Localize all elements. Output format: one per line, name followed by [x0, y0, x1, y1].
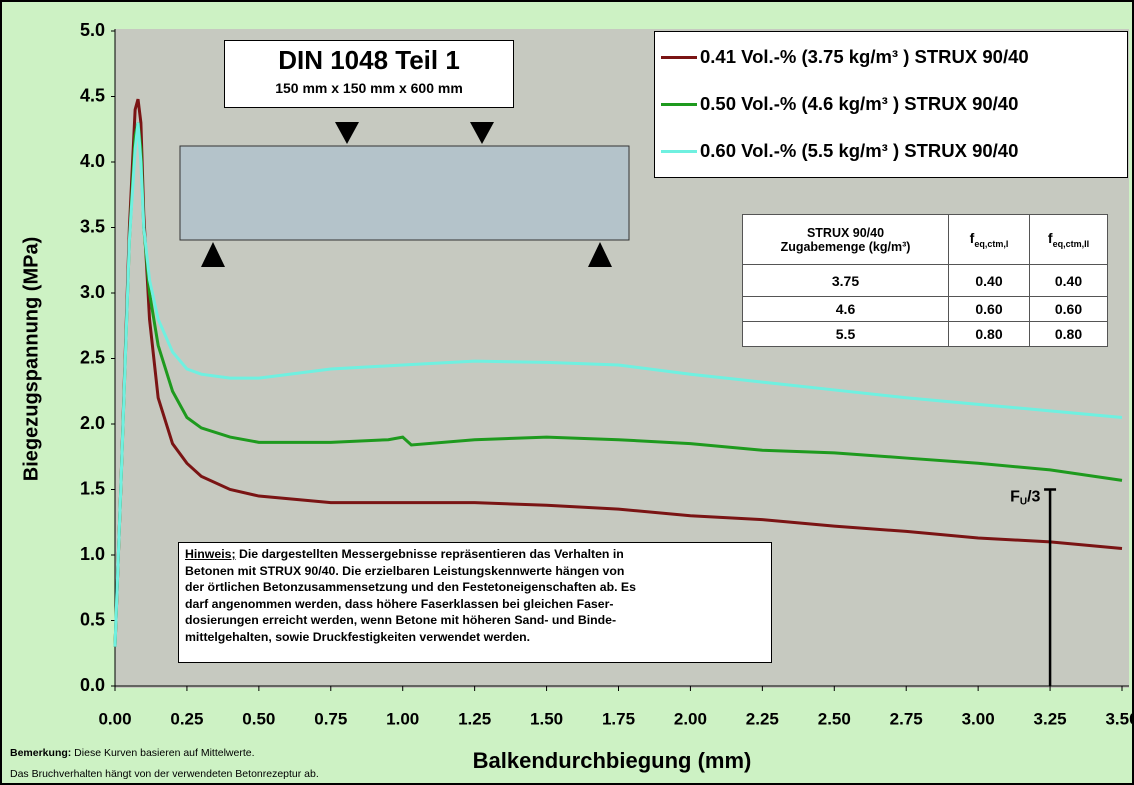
legend-label: 0.41 Vol.-% (3.75 kg/m³ ) STRUX 90/40 — [700, 46, 1029, 68]
x-tick-label: 2.75 — [890, 709, 923, 728]
header-sub: eq,ctm,I — [974, 239, 1008, 249]
x-tick-label: 2.25 — [746, 709, 779, 728]
x-tick-label: 0.25 — [170, 709, 203, 728]
y-tick-label: 0.0 — [80, 675, 105, 695]
x-axis-label: Balkendurchbiegung (mm) — [473, 748, 752, 773]
legend-entry: 0.60 Vol.-% (5.5 kg/m³ ) STRUX 90/40 — [661, 140, 1018, 162]
test-subtitle: 150 mm x 150 mm x 600 mm — [225, 80, 513, 96]
y-tick-label: 2.5 — [80, 347, 105, 367]
x-tick-label: 1.00 — [386, 709, 419, 728]
marker-sub: U — [1020, 496, 1027, 507]
y-tick-label: 4.0 — [80, 151, 105, 171]
y-tick-label: 0.5 — [80, 609, 105, 629]
note-text: Betonen mit STRUX 90/40. Die erzielbaren… — [185, 564, 624, 578]
note-text: Die dargestellten Messergebnisse repräse… — [236, 547, 624, 561]
header-text: STRUX 90/40 — [743, 226, 948, 240]
x-tick-label: 0.50 — [242, 709, 275, 728]
footer: Bemerkung: Diese Kurven basieren auf Mit… — [10, 747, 255, 759]
footer-text: Das Bruchverhalten hängt von der verwend… — [10, 768, 319, 780]
y-axis-label: Biegezugspannung (MPa) — [20, 237, 42, 481]
table-header: feq,ctm,II — [1030, 215, 1108, 265]
y-tick-label: 1.0 — [80, 544, 105, 564]
beam — [180, 146, 629, 240]
note-text: mittelgehalten, sowie Druckfestigkeiten … — [185, 630, 530, 644]
table-cell: 0.40 — [949, 265, 1030, 297]
y-tick-label: 3.5 — [80, 216, 105, 236]
test-title: DIN 1048 Teil 1 — [225, 45, 513, 76]
x-tick-label: 2.50 — [818, 709, 851, 728]
x-tick-label: 1.25 — [458, 709, 491, 728]
legend-label: 0.50 Vol.-% (4.6 kg/m³ ) STRUX 90/40 — [700, 93, 1018, 115]
y-tick-label: 4.5 — [80, 85, 105, 105]
x-tick-label: 0.75 — [314, 709, 347, 728]
x-tick-label: 2.00 — [674, 709, 707, 728]
x-tick-label: 0.00 — [98, 709, 131, 728]
header-text: Zugabemenge (kg/m³) — [743, 240, 948, 254]
x-tick-label: 1.75 — [602, 709, 635, 728]
note-label: Hinweis; — [185, 547, 236, 561]
x-tick-label: 1.50 — [530, 709, 563, 728]
y-tick-label: 1.5 — [80, 478, 105, 498]
legend: 0.41 Vol.-% (3.75 kg/m³ ) STRUX 90/40 0.5… — [654, 31, 1128, 178]
x-tick-label: 3.50 — [1105, 709, 1134, 728]
legend-label: 0.60 Vol.-% (5.5 kg/m³ ) STRUX 90/40 — [700, 140, 1018, 162]
table-header: feq,ctm,I — [949, 215, 1030, 265]
test-box: DIN 1048 Teil 1 150 mm x 150 mm x 600 mm — [224, 40, 514, 108]
legend-entry: 0.50 Vol.-% (4.6 kg/m³ ) STRUX 90/40 — [661, 93, 1018, 115]
legend-entry: 0.41 Vol.-% (3.75 kg/m³ ) STRUX 90/40 — [661, 46, 1029, 68]
note: Hinweis; Die dargestellten Messergebniss… — [178, 542, 772, 663]
table-cell: 0.40 — [1030, 265, 1108, 297]
footer-text: Diese Kurven basieren auf Mittelwerte. — [71, 747, 254, 759]
legend-swatch — [661, 150, 697, 153]
header-sub: eq,ctm,II — [1053, 239, 1090, 249]
table-cell: 3.75 — [743, 265, 949, 297]
table-cell: 0.80 — [1030, 322, 1108, 347]
marker-symbol: F — [1010, 489, 1020, 506]
y-tick-label: 2.0 — [80, 413, 105, 433]
chart-page: Biegezugspannung (MPa) Balkendurchbiegun… — [0, 0, 1134, 785]
x-tick-label: 3.25 — [1034, 709, 1067, 728]
note-text: der örtlichen Betonzusammensetzung und d… — [185, 580, 636, 594]
legend-swatch — [661, 103, 697, 106]
table-cell: 0.60 — [1030, 297, 1108, 322]
legend-swatch — [661, 56, 697, 59]
x-tick-label: 3.00 — [962, 709, 995, 728]
marker-suffix: /3 — [1027, 489, 1040, 506]
table-cell: 5.5 — [743, 322, 949, 347]
footer-label: Bemerkung: — [10, 747, 71, 759]
note-text: dosierungen erreicht werden, wenn Betone… — [185, 613, 616, 627]
table-cell: 4.6 — [743, 297, 949, 322]
table-cell: 0.80 — [949, 322, 1030, 347]
y-tick-label: 3.0 — [80, 282, 105, 302]
note-text: darf angenommen werden, dass höhere Fase… — [185, 597, 614, 611]
table-cell: 0.60 — [949, 297, 1030, 322]
y-tick-label: 5.0 — [80, 20, 105, 40]
